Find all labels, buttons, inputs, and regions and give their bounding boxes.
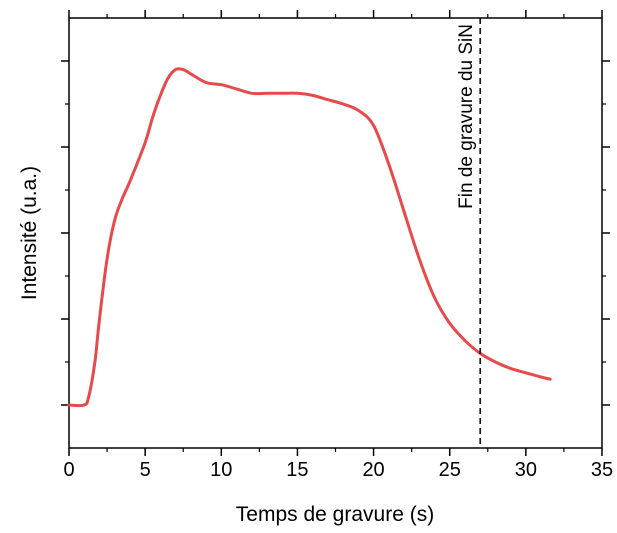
x-tick-label: 35 xyxy=(591,459,613,481)
x-axis-ticks: 0 5 10 15 20 25 30 35 xyxy=(63,10,613,481)
y-axis-title: Intensité (u.a.) xyxy=(18,166,41,300)
x-tick-label: 25 xyxy=(439,459,461,481)
x-tick-label: 10 xyxy=(210,459,232,481)
x-tick-label: 0 xyxy=(63,459,74,481)
end-of-etch-marker-label: Fin de gravure du SiN xyxy=(456,24,477,209)
x-tick-label: 30 xyxy=(515,459,537,481)
series-layer xyxy=(67,67,552,408)
x-tick-label: 5 xyxy=(140,459,151,481)
plot-frame xyxy=(68,17,603,449)
y-axis-ticks xyxy=(61,60,610,406)
x-tick-label: 15 xyxy=(286,459,308,481)
x-tick-label: 20 xyxy=(362,459,384,481)
intensity-series-line xyxy=(67,67,552,408)
annotation-layer: Fin de gravure du SiN xyxy=(456,18,481,448)
x-axis-title: Temps de gravure (s) xyxy=(236,503,434,526)
